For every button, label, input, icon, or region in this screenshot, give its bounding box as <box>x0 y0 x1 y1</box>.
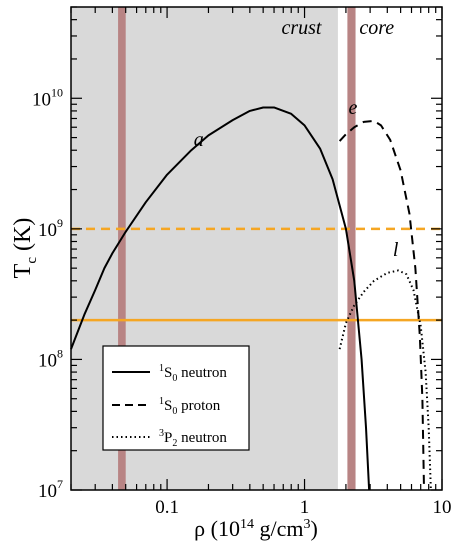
vertical-band-1 <box>347 7 356 490</box>
legend-entry-1S0-neutron: 1S0 neutron <box>159 363 227 384</box>
legend-box <box>102 345 250 451</box>
legend-entry-3P2-neutron: 3P2 neutron <box>159 428 227 449</box>
vertical-band-0 <box>118 7 126 490</box>
y-tick-label: 1010 <box>32 85 63 110</box>
annotation-crust: crust <box>281 17 321 39</box>
annotation-l: l <box>393 239 399 261</box>
y-tick-label: 108 <box>38 346 63 371</box>
x-tick-label: 0.1 <box>155 497 179 518</box>
series-line-a <box>70 106 371 491</box>
y-tick-label: 107 <box>38 477 63 502</box>
y-axis-title: Tc (K) <box>10 218 40 279</box>
x-axis-title: ρ (1014 g/cm3) <box>194 516 318 541</box>
series-line-e <box>338 119 426 491</box>
series-line-l <box>338 269 432 491</box>
legend: 1S0 neutron 1S0 proton 3P2 neutron <box>102 345 250 451</box>
x-tick-label: 10 <box>433 497 452 518</box>
annotation-e: e <box>349 97 358 119</box>
x-tick-label: 1 <box>300 497 310 518</box>
annotation-a: a <box>194 129 204 151</box>
annotation-core: core <box>359 17 394 39</box>
y-tick-label: 109 <box>38 216 63 241</box>
legend-entry-1S0-proton: 1S0 proton <box>159 396 221 417</box>
